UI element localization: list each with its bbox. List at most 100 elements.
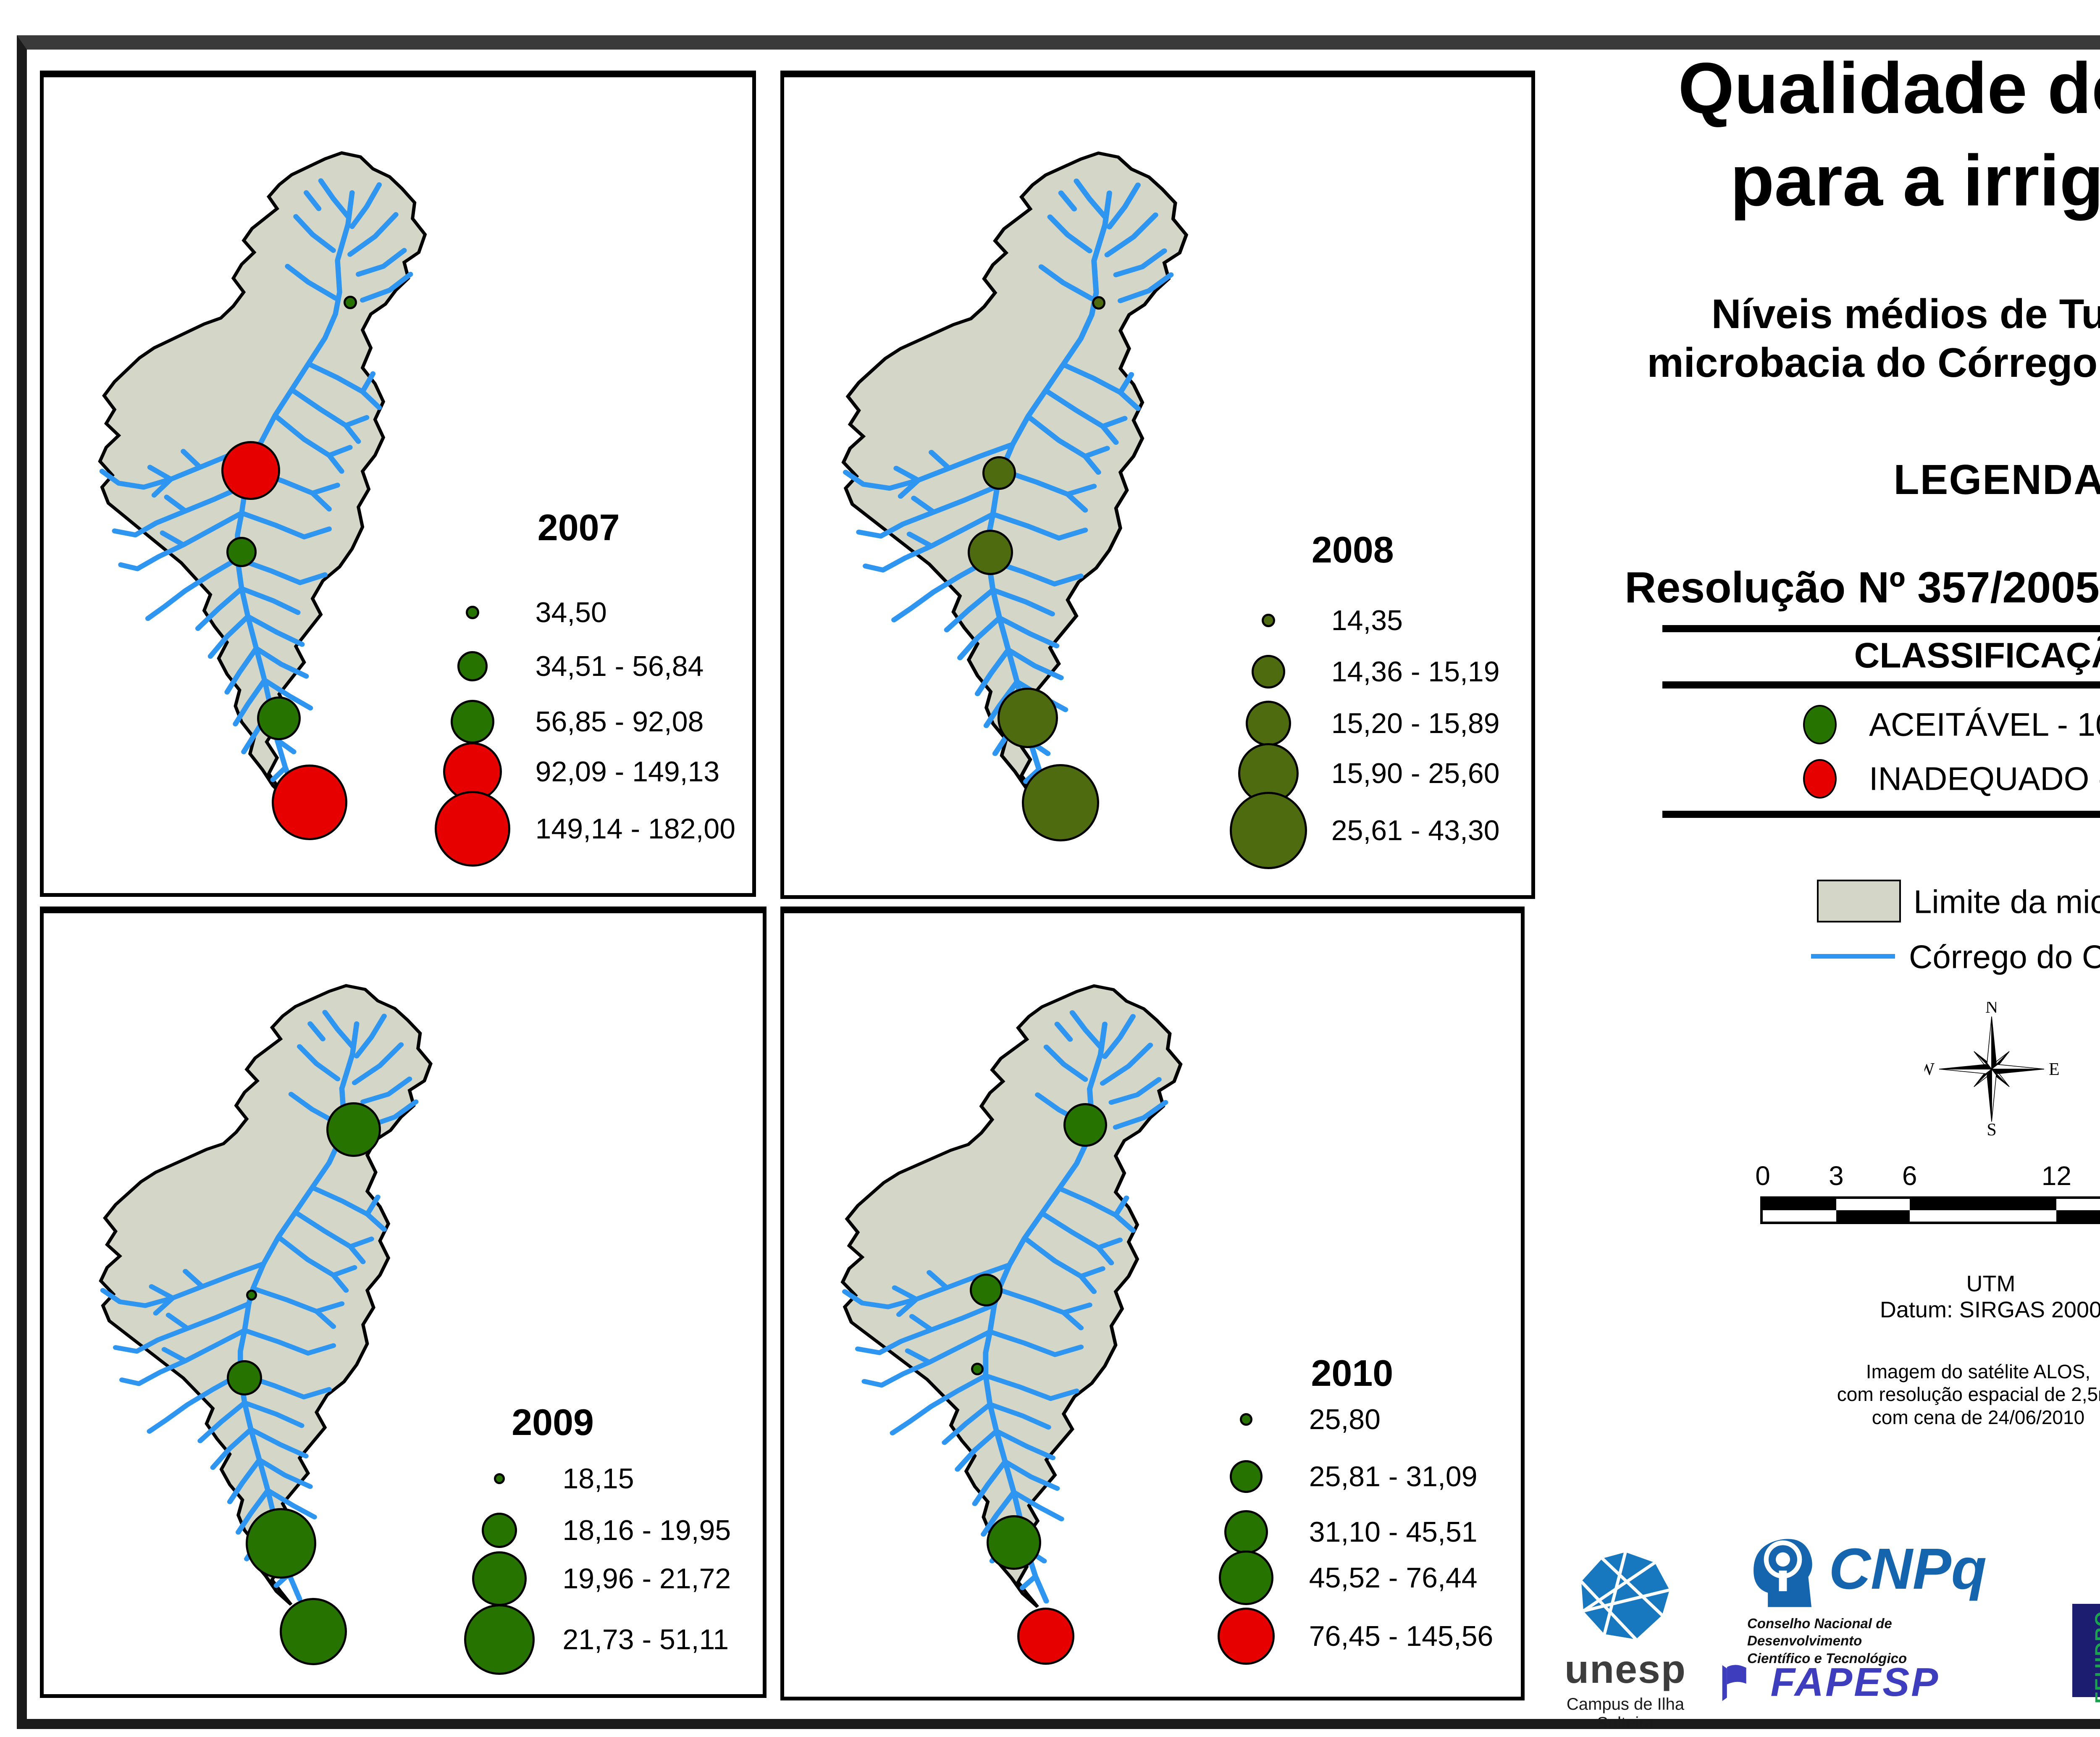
station-marker [245, 1508, 316, 1579]
legend-size-circle [464, 1604, 535, 1675]
divider [1662, 681, 2100, 688]
cnpq-logo: CNPq Conselho Nacional de Desenvolviment… [1747, 1529, 2008, 1667]
legend-size-circle [457, 651, 488, 682]
station-marker [997, 687, 1058, 748]
fehidro-box [2072, 1604, 2100, 1697]
station-marker [280, 1598, 347, 1666]
cnpq-subtitle-line2: Científico e Tecnológico [1747, 1650, 1907, 1666]
scale-tick-0: 0 [1755, 1161, 1770, 1191]
legend-size-label: 149,14 - 182,00 [535, 812, 736, 845]
station-marker [257, 696, 301, 741]
legend-size-circle [1238, 743, 1299, 804]
station-marker [982, 456, 1016, 490]
corrego-line-symbol [1811, 954, 1895, 959]
legend-size-label: 19,96 - 21,72 [562, 1562, 731, 1595]
projection-info: UTM Datum: SIRGAS 2000 [1823, 1271, 2100, 1323]
legend-size-label: 14,36 - 15,19 [1331, 656, 1500, 688]
legend-size-circle [482, 1512, 517, 1548]
legend-size-label: 56,85 - 92,08 [535, 706, 704, 738]
legend-size-circle [465, 605, 479, 619]
aceitavel-label: ACEITÁVEL - 100 NTU [1869, 706, 2100, 743]
legend-size-label: 45,52 - 76,44 [1309, 1561, 1478, 1594]
legend-size-label: 31,10 - 45,51 [1309, 1516, 1478, 1548]
station-marker [226, 537, 257, 568]
scale-tick-6: 6 [1902, 1161, 1917, 1191]
station-marker [226, 1360, 262, 1396]
map-panel-2010: 2010 25,80 25,81 - 31,09 31,10 - 45,51 4… [780, 907, 1525, 1700]
station-marker [221, 441, 280, 500]
compass-s-label: S [1987, 1120, 1996, 1136]
classification-heading: CLASSIFICAÇÃO [1854, 636, 2100, 675]
scale-tick-12: 12 [2041, 1161, 2071, 1191]
legend-size-label: 21,73 - 51,11 [562, 1623, 729, 1656]
station-marker [246, 1290, 257, 1301]
station-marker [1063, 1103, 1108, 1147]
legend-size-circle [1229, 1460, 1263, 1493]
scale-tick-3: 3 [1829, 1161, 1844, 1191]
station-marker [344, 295, 357, 309]
corrego-label: Córrego do Coqueiro [1909, 938, 2100, 975]
source-line3: com cena de 24/06/2010 [1872, 1406, 2085, 1428]
legend-size-label: 25,80 [1309, 1403, 1381, 1435]
legend-size-circle [1245, 701, 1291, 746]
legend-size-label: 34,51 - 56,84 [535, 650, 704, 683]
map-panel-2007: 2007 34,50 34,51 - 56,84 56,85 - 92,08 9… [40, 71, 756, 897]
legend-size-label: 14,35 [1331, 604, 1403, 636]
station-marker [1092, 296, 1105, 310]
unesp-globe-icon [1580, 1552, 1670, 1641]
map-panel-2009: 2009 18,15 18,16 - 19,95 19,96 - 21,72 2… [40, 907, 766, 1698]
legend-size-circle [450, 700, 494, 744]
limite-swatch [1817, 880, 1901, 922]
legend-size-circle [1261, 613, 1275, 627]
station-marker [1017, 1608, 1074, 1665]
cnpq-subtitle-line1: Conselho Nacional de Desenvolvimento [1747, 1616, 1892, 1649]
legend-size-circle [1218, 1550, 1273, 1605]
figure-border [17, 35, 2100, 1729]
compass-rose-icon: N E S W [1924, 1002, 2059, 1136]
legend-size-circle [1251, 655, 1285, 689]
station-marker [971, 1363, 984, 1376]
station-marker [271, 765, 347, 841]
fapesp-flag-icon [1722, 1665, 1746, 1701]
fehidro-logo: FEHIDRO [2071, 1600, 2100, 1704]
cnpq-head-icon [1754, 1539, 1812, 1607]
page-subtitle-line1: Níveis médios de Turbidez na [1711, 291, 2100, 337]
unesp-wordmark: unesp [1564, 1647, 1686, 1692]
divider [1662, 625, 2100, 632]
legend-size-label: 18,16 - 19,95 [562, 1514, 731, 1546]
legend-heading: LEGENDA [1893, 456, 2100, 503]
panel-year-label: 2008 [1311, 529, 1394, 571]
station-marker [969, 1274, 1003, 1307]
legend-size-circle [1239, 1413, 1252, 1426]
source-info: Imagem do satélite ALOS, com resolução e… [1781, 1360, 2100, 1429]
legend-size-label: 92,09 - 149,13 [535, 755, 720, 788]
legend-size-label: 76,45 - 145,56 [1309, 1620, 1494, 1653]
legend-size-circle [1217, 1608, 1275, 1665]
legend-size-label: 25,61 - 43,30 [1331, 815, 1500, 847]
unesp-campus-logo: unesp Campus de Ilha Solteira [1560, 1550, 1690, 1733]
cnpq-wordmark: CNPq [1829, 1536, 1987, 1601]
fapesp-logo: FAPESP [1717, 1659, 1940, 1705]
panel-year-label: 2010 [1311, 1352, 1394, 1394]
scale-bar: 0 3 6 12 18 Km [1755, 1161, 2100, 1224]
map-panel-2008: 2008 14,35 14,36 - 15,19 15,20 - 15,89 1… [780, 71, 1535, 899]
legend-size-label: 18,15 [562, 1462, 634, 1495]
legend-size-circle [1229, 792, 1307, 870]
fehidro-wordmark: FEHIDRO [2091, 1611, 2100, 1704]
station-marker [1022, 764, 1100, 841]
resolution-heading: Resolução Nº 357/2005 do CONAMA [1625, 563, 2100, 612]
page-subtitle-line2: microbacia do Córrego do Coqueiro [1647, 339, 2100, 386]
legend-size-circle [494, 1473, 505, 1484]
station-marker [326, 1102, 381, 1157]
unesp-campus-label: Campus de Ilha Solteira [1566, 1695, 1685, 1732]
page-title: Qualidade de água para a irrigação [1554, 42, 2100, 227]
legend-size-label: 15,20 - 15,89 [1331, 707, 1500, 740]
legend-size-label: 34,50 [535, 596, 607, 628]
station-marker [968, 530, 1013, 575]
legend-size-circle [1224, 1510, 1268, 1554]
legend-size-label: 15,90 - 25,60 [1331, 757, 1500, 789]
inadequado-label: INADEQUADO - > 100 NTU [1869, 760, 2100, 797]
legend-size-circle [472, 1551, 527, 1606]
aceitavel-symbol [1803, 705, 1837, 744]
compass-e-label: E [2049, 1060, 2059, 1079]
